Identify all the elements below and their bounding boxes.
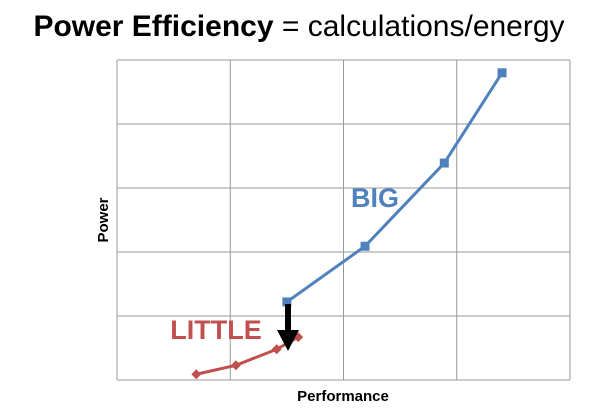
arrow-head <box>277 330 299 351</box>
plot-area <box>116 59 571 381</box>
chart-title: Power Efficiency = calculations/energy <box>33 10 564 43</box>
arrow <box>277 304 299 351</box>
marker <box>282 297 292 307</box>
title-bold: Power Efficiency <box>33 10 273 43</box>
marker <box>497 68 507 78</box>
big-label: BIG <box>351 183 399 213</box>
marker <box>191 369 202 380</box>
y-axis-label: Power <box>95 197 112 242</box>
title-rest: = calculations/energy <box>282 10 565 43</box>
marker <box>271 344 282 355</box>
series-line <box>286 71 504 304</box>
little-label: LITTLE <box>170 315 261 345</box>
marker <box>230 360 241 371</box>
marker <box>439 158 449 168</box>
x-axis-label: Performance <box>297 388 389 405</box>
marker <box>360 241 370 251</box>
